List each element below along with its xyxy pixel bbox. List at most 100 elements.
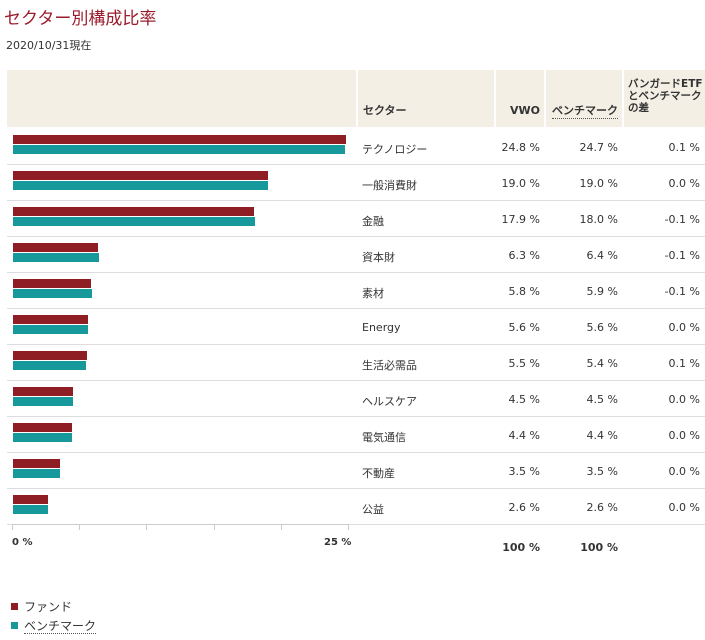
column-header-vwo: VWO xyxy=(510,104,540,117)
difference-value: 0.0 % xyxy=(668,465,700,478)
table-row: テクノロジー 24.8 % 24.7 % 0.1 % xyxy=(7,128,705,165)
sector-name: テクノロジー xyxy=(362,143,428,156)
vwo-value: 4.5 % xyxy=(508,393,540,406)
vwo-value: 3.5 % xyxy=(508,465,540,478)
header-divider xyxy=(494,70,496,127)
benchmark-value: 19.0 % xyxy=(579,177,618,190)
vwo-value: 5.5 % xyxy=(508,357,540,370)
table-row: ヘルスケア 4.5 % 4.5 % 0.0 % xyxy=(7,380,705,417)
sector-name: 金融 xyxy=(362,215,384,228)
vwo-value: 5.6 % xyxy=(508,321,540,334)
difference-value: 0.0 % xyxy=(668,501,700,514)
table-row: 素材 5.8 % 5.9 % -0.1 % xyxy=(7,272,705,309)
x-tick xyxy=(348,524,349,530)
sector-name: 資本財 xyxy=(362,251,395,264)
table-row: Energy 5.6 % 5.6 % 0.0 % xyxy=(7,308,705,345)
benchmark-value: 4.4 % xyxy=(586,429,618,442)
benchmark-value: 5.9 % xyxy=(586,285,618,298)
page-title: セクター別構成比率 xyxy=(4,9,157,29)
x-axis xyxy=(12,524,348,525)
x-tick-label-max: 25 % xyxy=(324,537,352,548)
table-row: 一般消費財 19.0 % 19.0 % 0.0 % xyxy=(7,164,705,201)
vwo-value: 17.9 % xyxy=(501,213,540,226)
difference-value: -0.1 % xyxy=(664,285,700,298)
column-header-sector: セクター xyxy=(363,104,407,117)
header-divider xyxy=(622,70,624,127)
sector-name: Energy xyxy=(362,321,401,334)
benchmark-value: 5.6 % xyxy=(586,321,618,334)
difference-value: 0.1 % xyxy=(668,141,700,154)
bar-fund xyxy=(13,459,61,468)
x-tick xyxy=(79,524,81,530)
legend-fund-swatch xyxy=(11,603,18,610)
vwo-value: 19.0 % xyxy=(501,177,540,190)
total-benchmark: 100 % xyxy=(580,541,618,554)
bar-fund xyxy=(13,135,347,144)
vwo-value: 6.3 % xyxy=(508,249,540,262)
legend-fund: ファンド xyxy=(11,598,72,615)
bar-benchmark xyxy=(13,289,93,298)
table-row: 資本財 6.3 % 6.4 % -0.1 % xyxy=(7,236,705,273)
x-tick-label-min: 0 % xyxy=(12,537,33,548)
benchmark-value: 3.5 % xyxy=(586,465,618,478)
benchmark-value: 4.5 % xyxy=(586,393,618,406)
sector-name: 一般消費財 xyxy=(362,179,417,192)
bar-benchmark xyxy=(13,433,73,442)
difference-value: 0.0 % xyxy=(668,177,700,190)
bar-benchmark xyxy=(13,253,100,262)
header-divider xyxy=(356,70,358,127)
legend-benchmark-label[interactable]: ベンチマーク xyxy=(24,619,97,634)
x-tick xyxy=(280,524,282,530)
bar-fund xyxy=(13,207,254,216)
x-tick xyxy=(12,524,13,530)
bar-benchmark xyxy=(13,217,255,226)
bar-fund xyxy=(13,387,74,396)
benchmark-value: 18.0 % xyxy=(579,213,618,226)
legend-benchmark[interactable]: ベンチマーク xyxy=(11,617,97,634)
bar-benchmark xyxy=(13,505,48,514)
vwo-value: 4.4 % xyxy=(508,429,540,442)
difference-value: -0.1 % xyxy=(664,249,700,262)
bar-benchmark xyxy=(13,181,269,190)
vwo-value: 24.8 % xyxy=(501,141,540,154)
table-row: 電気通信 4.4 % 4.4 % 0.0 % xyxy=(7,416,705,453)
bar-benchmark xyxy=(13,397,74,406)
bar-benchmark xyxy=(13,469,61,478)
difference-value: 0.1 % xyxy=(668,357,700,370)
difference-value: 0.0 % xyxy=(668,429,700,442)
header-divider xyxy=(544,70,546,127)
bar-fund xyxy=(13,351,87,360)
sector-name: ヘルスケア xyxy=(362,395,417,408)
bar-benchmark xyxy=(13,325,89,334)
table-row: 不動産 3.5 % 3.5 % 0.0 % xyxy=(7,452,705,489)
bar-fund xyxy=(13,279,91,288)
bar-fund xyxy=(13,315,89,324)
bar-fund xyxy=(13,243,98,252)
x-tick xyxy=(146,524,148,530)
bar-fund xyxy=(13,423,73,432)
column-header-benchmark[interactable]: ベンチマーク xyxy=(552,104,618,119)
legend-benchmark-swatch xyxy=(11,622,18,629)
bar-benchmark xyxy=(13,361,86,370)
benchmark-value: 5.4 % xyxy=(586,357,618,370)
sector-name: 不動産 xyxy=(362,467,395,480)
difference-value: 0.0 % xyxy=(668,393,700,406)
table-row: 金融 17.9 % 18.0 % -0.1 % xyxy=(7,200,705,237)
benchmark-value: 2.6 % xyxy=(586,501,618,514)
x-tick xyxy=(213,524,215,530)
bar-benchmark xyxy=(13,145,345,154)
vwo-value: 2.6 % xyxy=(508,501,540,514)
table-row: 生活必需品 5.5 % 5.4 % 0.1 % xyxy=(7,344,705,381)
benchmark-value: 6.4 % xyxy=(586,249,618,262)
total-vwo: 100 % xyxy=(502,541,540,554)
difference-value: 0.0 % xyxy=(668,321,700,334)
bar-fund xyxy=(13,171,269,180)
table-row: 公益 2.6 % 2.6 % 0.0 % xyxy=(7,488,705,525)
benchmark-value: 24.7 % xyxy=(579,141,618,154)
sector-name: 公益 xyxy=(362,503,384,516)
sector-name: 生活必需品 xyxy=(362,359,417,372)
column-header-difference: バンガードETFとベンチマークの差 xyxy=(628,78,703,114)
as-of-date: 2020/10/31現在 xyxy=(6,39,92,52)
difference-value: -0.1 % xyxy=(664,213,700,226)
legend-fund-label: ファンド xyxy=(24,600,73,614)
